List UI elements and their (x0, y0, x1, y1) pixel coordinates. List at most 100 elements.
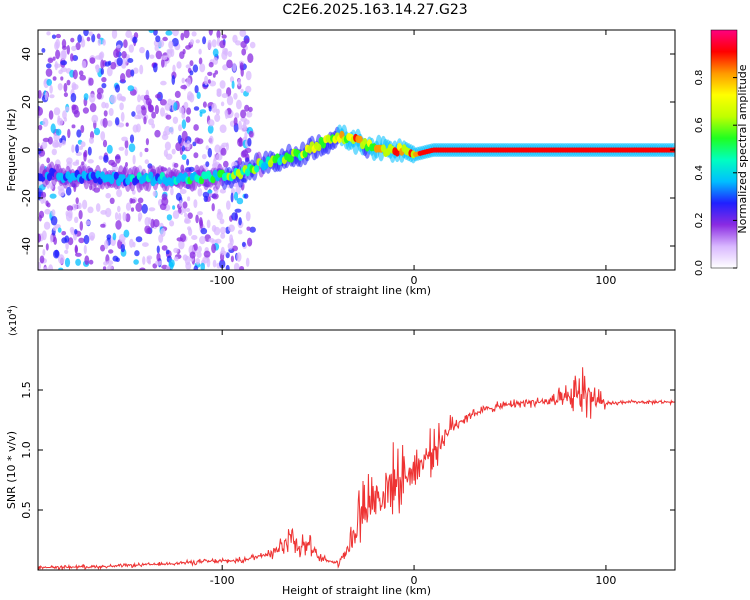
heatmap-noise-cell (212, 259, 217, 268)
heatmap-noise-cell (125, 202, 132, 211)
heatmap-noise-cell (161, 133, 169, 141)
y-tick-label: 40 (20, 47, 33, 61)
heatmap-noise-cell (121, 51, 127, 59)
heatmap-noise-cell (181, 112, 186, 119)
heatmap-noise-cell (227, 50, 233, 58)
heatmap-noise-cell (185, 207, 191, 213)
heatmap-noise-cell (178, 239, 185, 250)
heatmap-noise-cell (212, 48, 219, 57)
heatmap-noise-cell (139, 151, 143, 158)
heatmap-ridge-cell (95, 170, 101, 179)
heatmap-noise-cell (240, 150, 246, 158)
heatmap-noise-cell (189, 70, 194, 76)
heatmap-noise-cell (112, 232, 117, 241)
heatmap-noise-cell (155, 94, 161, 99)
heatmap-noise-cell (208, 105, 212, 112)
heatmap-noise-cell (179, 188, 187, 195)
heatmap-noise-cell (70, 92, 77, 103)
heatmap-noise-cell (38, 106, 43, 116)
heatmap-noise-cell (42, 117, 49, 127)
heatmap-noise-cell (154, 104, 159, 115)
y-axis-multiplier-close: ) (8, 305, 19, 309)
heatmap-noise-cell (69, 226, 75, 233)
heatmap-noise-cell (242, 120, 247, 131)
heatmap-noise-cell (219, 40, 226, 49)
heatmap-noise-cell (118, 233, 126, 243)
heatmap-noise-cell (91, 114, 99, 124)
heatmap-noise-cell (123, 39, 128, 49)
heatmap-noise-cell (120, 73, 126, 83)
heatmap-noise-cell (208, 30, 213, 36)
heatmap-noise-cell (80, 125, 85, 133)
heatmap-noise-cell (182, 254, 188, 261)
heatmap-noise-cell (181, 77, 185, 84)
heatmap-noise-cell (195, 258, 201, 265)
heatmap-noise-cell (220, 147, 227, 156)
heatmap-noise-cell (74, 244, 78, 254)
heatmap-ridge-cell (148, 171, 154, 180)
heatmap-noise-cell (211, 243, 217, 254)
heatmap-noise-cell (233, 191, 239, 201)
heatmap-noise-cell (240, 88, 244, 94)
heatmap-noise-cell (96, 33, 101, 39)
heatmap-noise-cell (223, 160, 229, 168)
heatmap-ridge-cell (288, 154, 294, 163)
heatmap-noise-cell (194, 85, 199, 94)
heatmap-noise-cell (246, 226, 251, 231)
heatmap-noise-cell (212, 57, 219, 65)
heatmap-noise-cell (245, 211, 251, 222)
heatmap-noise-cell (219, 259, 226, 269)
heatmap-noise-cell (197, 211, 203, 216)
heatmap-noise-cell (87, 146, 92, 156)
heatmap-noise-cell (71, 104, 77, 111)
heatmap-noise-cell (243, 193, 249, 199)
heatmap-noise-cell (191, 31, 197, 37)
heatmap-noise-cell (67, 128, 71, 139)
heatmap-noise-cell (78, 237, 85, 244)
heatmap-noise-cell (231, 80, 235, 90)
heatmap-noise-cell (88, 259, 94, 265)
heatmap-noise-cell (211, 39, 217, 48)
heatmap-noise-cell (181, 119, 187, 130)
heatmap-noise-cell (132, 241, 136, 248)
heatmap-noise-cell (215, 238, 222, 244)
heatmap-noise-cell (83, 93, 89, 101)
heatmap-noise-cell (75, 159, 80, 164)
heatmap-noise-cell (193, 243, 198, 251)
heatmap-noise-cell (44, 208, 51, 215)
heatmap-noise-cell (42, 249, 46, 256)
heatmap-noise-cell (206, 219, 211, 229)
heatmap-noise-cell (84, 255, 90, 265)
heatmap-noise-cell (77, 34, 82, 43)
heatmap-noise-cell (42, 137, 50, 143)
heatmap-noise-cell (238, 217, 242, 226)
heatmap-noise-cell (51, 148, 57, 156)
heatmap-noise-cell (67, 209, 73, 219)
heatmap-noise-cell (48, 110, 54, 120)
heatmap-noise-cell (76, 129, 82, 138)
heatmap-noise-cell (109, 94, 117, 104)
heatmap-noise-cell (233, 117, 238, 126)
x-tick-label: 100 (595, 574, 616, 587)
heatmap-noise-cell (124, 139, 129, 149)
heatmap-noise-cell (181, 130, 188, 141)
y-tick-label: -40 (20, 237, 33, 255)
heatmap-noise-cell (63, 92, 68, 98)
colorbar-tick-label: 0.2 (694, 212, 705, 228)
heatmap-noise-cell (202, 101, 207, 108)
heatmap-noise-cell (239, 62, 244, 71)
heatmap-noise-cell (172, 30, 179, 37)
heatmap-noise-cell (100, 131, 106, 141)
heatmap-noise-cell (137, 197, 144, 204)
heatmap-noise-cell (116, 44, 121, 49)
heatmap-noise-cell (186, 107, 192, 115)
heatmap-noise-cell (166, 265, 171, 270)
heatmap-noise-cell (226, 95, 234, 106)
heatmap-noise-cell (219, 124, 227, 133)
heatmap-noise-cell (221, 93, 228, 99)
heatmap-noise-cell (206, 257, 211, 268)
heatmap-noise-cell (155, 50, 163, 60)
heatmap-noise-cell (129, 134, 135, 143)
heatmap-noise-cell (133, 67, 139, 74)
heatmap-noise-cell (58, 267, 64, 270)
